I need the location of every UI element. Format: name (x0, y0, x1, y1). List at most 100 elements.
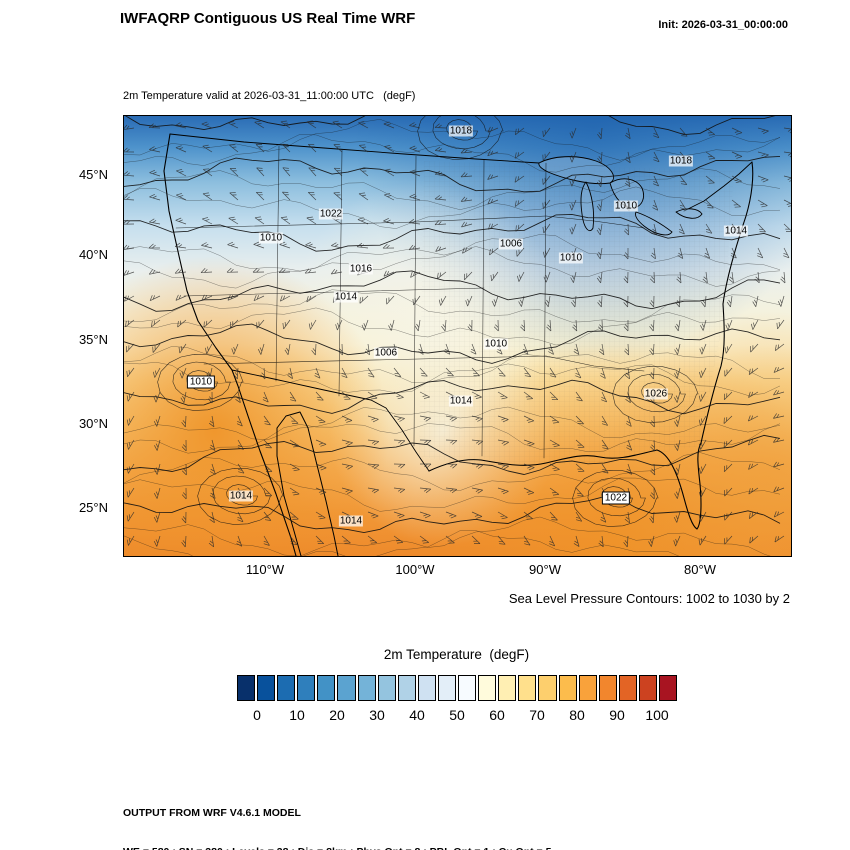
wind-barb (174, 268, 187, 274)
wind-barb (367, 463, 380, 469)
lake-erie (635, 211, 673, 236)
wind-barb (181, 439, 187, 452)
wind-barb (178, 343, 187, 354)
wind-barb (359, 295, 369, 304)
wind-barb (408, 218, 421, 225)
wind-barb (679, 127, 688, 137)
florida-peninsula (656, 442, 702, 530)
wind-barb (674, 463, 681, 475)
wind-barb (777, 295, 785, 307)
wind-barb (208, 415, 215, 428)
wind-barb (597, 151, 603, 164)
wind-barb (153, 511, 161, 523)
wind-barb (289, 511, 299, 520)
lat-tick-label: 45°N (78, 167, 108, 182)
wind-barb (497, 439, 509, 446)
wind-barb (148, 123, 161, 129)
wind-barb (460, 148, 473, 154)
colorbar-tick-label: 70 (529, 707, 545, 723)
wind-barb (441, 319, 447, 332)
wind-barb (674, 439, 681, 451)
wind-barb (175, 145, 187, 153)
wind-barb (237, 463, 245, 474)
wind-barb (757, 151, 769, 158)
wind-barb (705, 175, 715, 184)
wind-barb (341, 391, 351, 400)
wind-barb (649, 367, 655, 380)
wind-barb (783, 223, 791, 232)
closed-contour-line (572, 469, 659, 527)
wind-barb (124, 270, 135, 276)
wind-barbs (124, 120, 791, 548)
wind-barb (625, 127, 631, 140)
wind-barb (126, 439, 135, 450)
closed-contour-line (587, 477, 646, 517)
wind-barb (436, 271, 447, 280)
wind-barb (773, 511, 785, 518)
wind-barb (678, 223, 685, 235)
wind-barb (698, 415, 707, 426)
closed-contour-line (226, 484, 258, 506)
wind-barb (699, 343, 707, 355)
wind-barb (306, 120, 317, 129)
wind-barb (624, 511, 630, 524)
wind-barb (699, 367, 707, 378)
wind-barb (773, 366, 785, 373)
wind-barb (445, 415, 457, 422)
contour-line (124, 289, 781, 323)
wind-barb (233, 367, 239, 380)
wind-barb (471, 511, 483, 519)
closed-contour-line (157, 353, 244, 411)
wind-barb (650, 247, 656, 260)
wind-barb (228, 216, 239, 225)
wind-barb (176, 168, 187, 177)
wind-barb (523, 439, 535, 447)
wind-barb (200, 268, 213, 274)
colorbar-cell (297, 675, 316, 701)
wind-barb (409, 145, 421, 153)
wind-barb (393, 487, 406, 494)
wind-barb (724, 343, 733, 354)
colorbar-cell (437, 675, 457, 701)
wind-barb (600, 367, 606, 379)
wind-barb (673, 535, 681, 547)
wind-barb (649, 487, 655, 500)
wind-barb (181, 487, 187, 500)
wind-barb (149, 193, 161, 201)
wind-barb (470, 343, 477, 355)
wind-barb (175, 122, 187, 129)
wind-barb (677, 247, 684, 259)
wind-barb (549, 391, 559, 401)
wind-barb (175, 294, 187, 301)
wind-barb (179, 367, 187, 379)
closed-contour-line (612, 365, 699, 423)
wind-barb (341, 439, 353, 446)
colorbar-tick-label: 100 (645, 707, 669, 723)
wind-barb (731, 151, 743, 159)
model-info-line1: OUTPUT FROM WRF V4.6.1 MODEL (123, 807, 301, 819)
wind-barb (649, 295, 655, 308)
wind-barb (575, 367, 582, 379)
subtitle-temperature: 2m Temperature valid at 2026-03-31_11:00… (123, 90, 416, 102)
closed-contour-line (197, 467, 284, 525)
wind-barb (698, 511, 707, 522)
colorbar-tick-label: 60 (489, 707, 505, 723)
wind-barb (548, 343, 554, 355)
wind-barb (489, 247, 499, 256)
wind-barb (597, 175, 603, 188)
wind-barb (653, 127, 660, 139)
wind-barb (569, 199, 577, 211)
wind-barb (330, 268, 343, 275)
wind-barb (263, 511, 272, 521)
wind-barb (674, 319, 681, 332)
wind-barb (471, 535, 481, 544)
contour-line (124, 168, 781, 210)
wind-barb (575, 439, 585, 448)
wind-barb (698, 463, 707, 474)
wind-barb (575, 415, 584, 425)
model-info-line2: WE = 580 ; SN = 380 ; Levels = 38 ; Dis … (123, 846, 551, 850)
lat-tick-label: 25°N (78, 500, 108, 515)
wind-barb (393, 391, 404, 400)
wind-barb (202, 192, 213, 201)
pressure-contours (124, 116, 781, 556)
